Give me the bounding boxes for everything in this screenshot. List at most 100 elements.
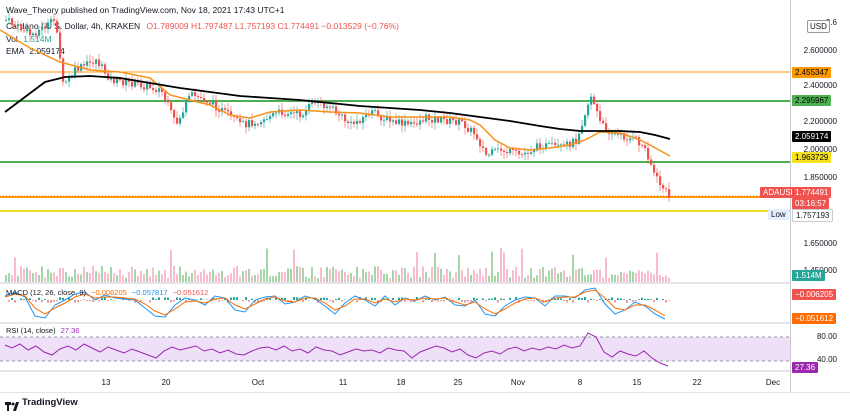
macd-hist-bar [467,300,469,302]
volume-bar [5,275,7,282]
volume-bar [566,277,568,282]
volume-bar [251,276,253,282]
macd-hist-bar [53,300,55,302]
macd-hist-bar [140,300,142,301]
candle-body [515,150,517,151]
macd-hist-bar [47,300,49,303]
volume-bar [161,274,163,282]
candle-body [473,128,475,134]
candle-body [173,110,175,118]
volume-bar [578,269,580,282]
macd-hist-bar [128,300,130,301]
macd-hist-bar [59,297,61,300]
volume-bar [263,269,265,282]
volume-bar [152,268,154,282]
macd-hist-bar [167,298,169,300]
volume-bar [287,269,289,282]
macd-hist-bar [110,299,112,300]
macd-hist-bar [335,299,337,300]
volume-bar [317,278,319,282]
macd-hist-bar [233,297,235,300]
candle-body [410,122,412,124]
macd-hist-bar [296,297,298,300]
time-tick: 25 [454,378,463,387]
brand-name[interactable]: TradingView [22,397,78,408]
volume-bar [242,271,244,282]
volume-bar [308,278,310,282]
candle-body [308,104,310,110]
price-tick: 1.650000 [804,239,837,248]
candle-body [656,173,658,177]
candle-body [434,117,436,122]
volume-bar [44,278,46,282]
candle-body [599,111,601,121]
macd-hist-bar [431,300,433,302]
candle-body [344,114,346,121]
candle-body [659,176,661,185]
volume-bar [20,266,22,282]
volume-bar [509,277,511,282]
volume-bar [275,276,277,282]
candle-body [419,120,421,124]
macd-hist-bar [587,300,589,303]
candle-body [401,119,403,125]
volume-bar [212,270,214,282]
volume-bar [38,275,40,282]
chart-canvas[interactable] [0,0,790,392]
currency-button[interactable]: USD [807,20,830,33]
volume-bar [164,270,166,282]
candle-body [392,120,394,121]
candle-body [284,115,286,116]
volume-bar [437,267,439,282]
candle-body [164,92,166,100]
volume-bar [608,278,610,282]
volume-bar [89,273,91,282]
macd-hist-bar [107,300,109,301]
macd-legend[interactable]: MACD (12, 26, close, 9) −0.006205 −0.057… [6,288,208,297]
candle-body [557,145,559,146]
candle-body [332,106,334,107]
candle-body [134,81,136,87]
rsi-tag: 27.36 [792,362,818,373]
volume-bar [356,267,358,282]
volume-bar [518,276,520,282]
candle-body [383,120,385,121]
candle-body [32,33,34,35]
volume-bar [71,277,73,282]
macd-legend-label: MACD (12, 26, close, 9) [6,288,86,297]
candle-body [362,117,364,123]
volume-bar [524,278,526,282]
volume-bar [68,276,70,282]
candle-body [104,64,106,73]
volume-bar [305,277,307,282]
volume-bar [590,274,592,282]
macd-hist-bar [29,298,31,300]
volume-bar [569,276,571,282]
candle-body [197,96,199,97]
volume-bar [572,255,574,282]
last-price-tag: 1.774491 [792,187,831,198]
volume-bar [668,278,670,282]
volume-bar [350,273,352,282]
volume-bar [422,266,424,282]
volume-bar [110,267,112,282]
macd-hist-bar [86,300,88,301]
volume-bar [647,271,649,282]
candle-body [638,137,640,145]
candle-body [101,64,103,66]
volume-bar [383,274,385,282]
rsi-legend[interactable]: RSI (14, close) 27.36 [6,326,79,335]
rsi-tick: 80.00 [817,332,837,341]
macd-hist-bar [584,297,586,300]
volume-bar [389,278,391,282]
macd-hist-bar [32,300,34,301]
candle-body [635,136,637,137]
candle-body [131,82,133,87]
volume-bar [404,268,406,282]
candle-body [416,123,418,124]
volume-bar [431,267,433,282]
volume-bar [299,267,301,282]
volume-bar [116,275,118,282]
volume-bar [56,276,58,282]
macd-hist-bar [611,297,613,300]
